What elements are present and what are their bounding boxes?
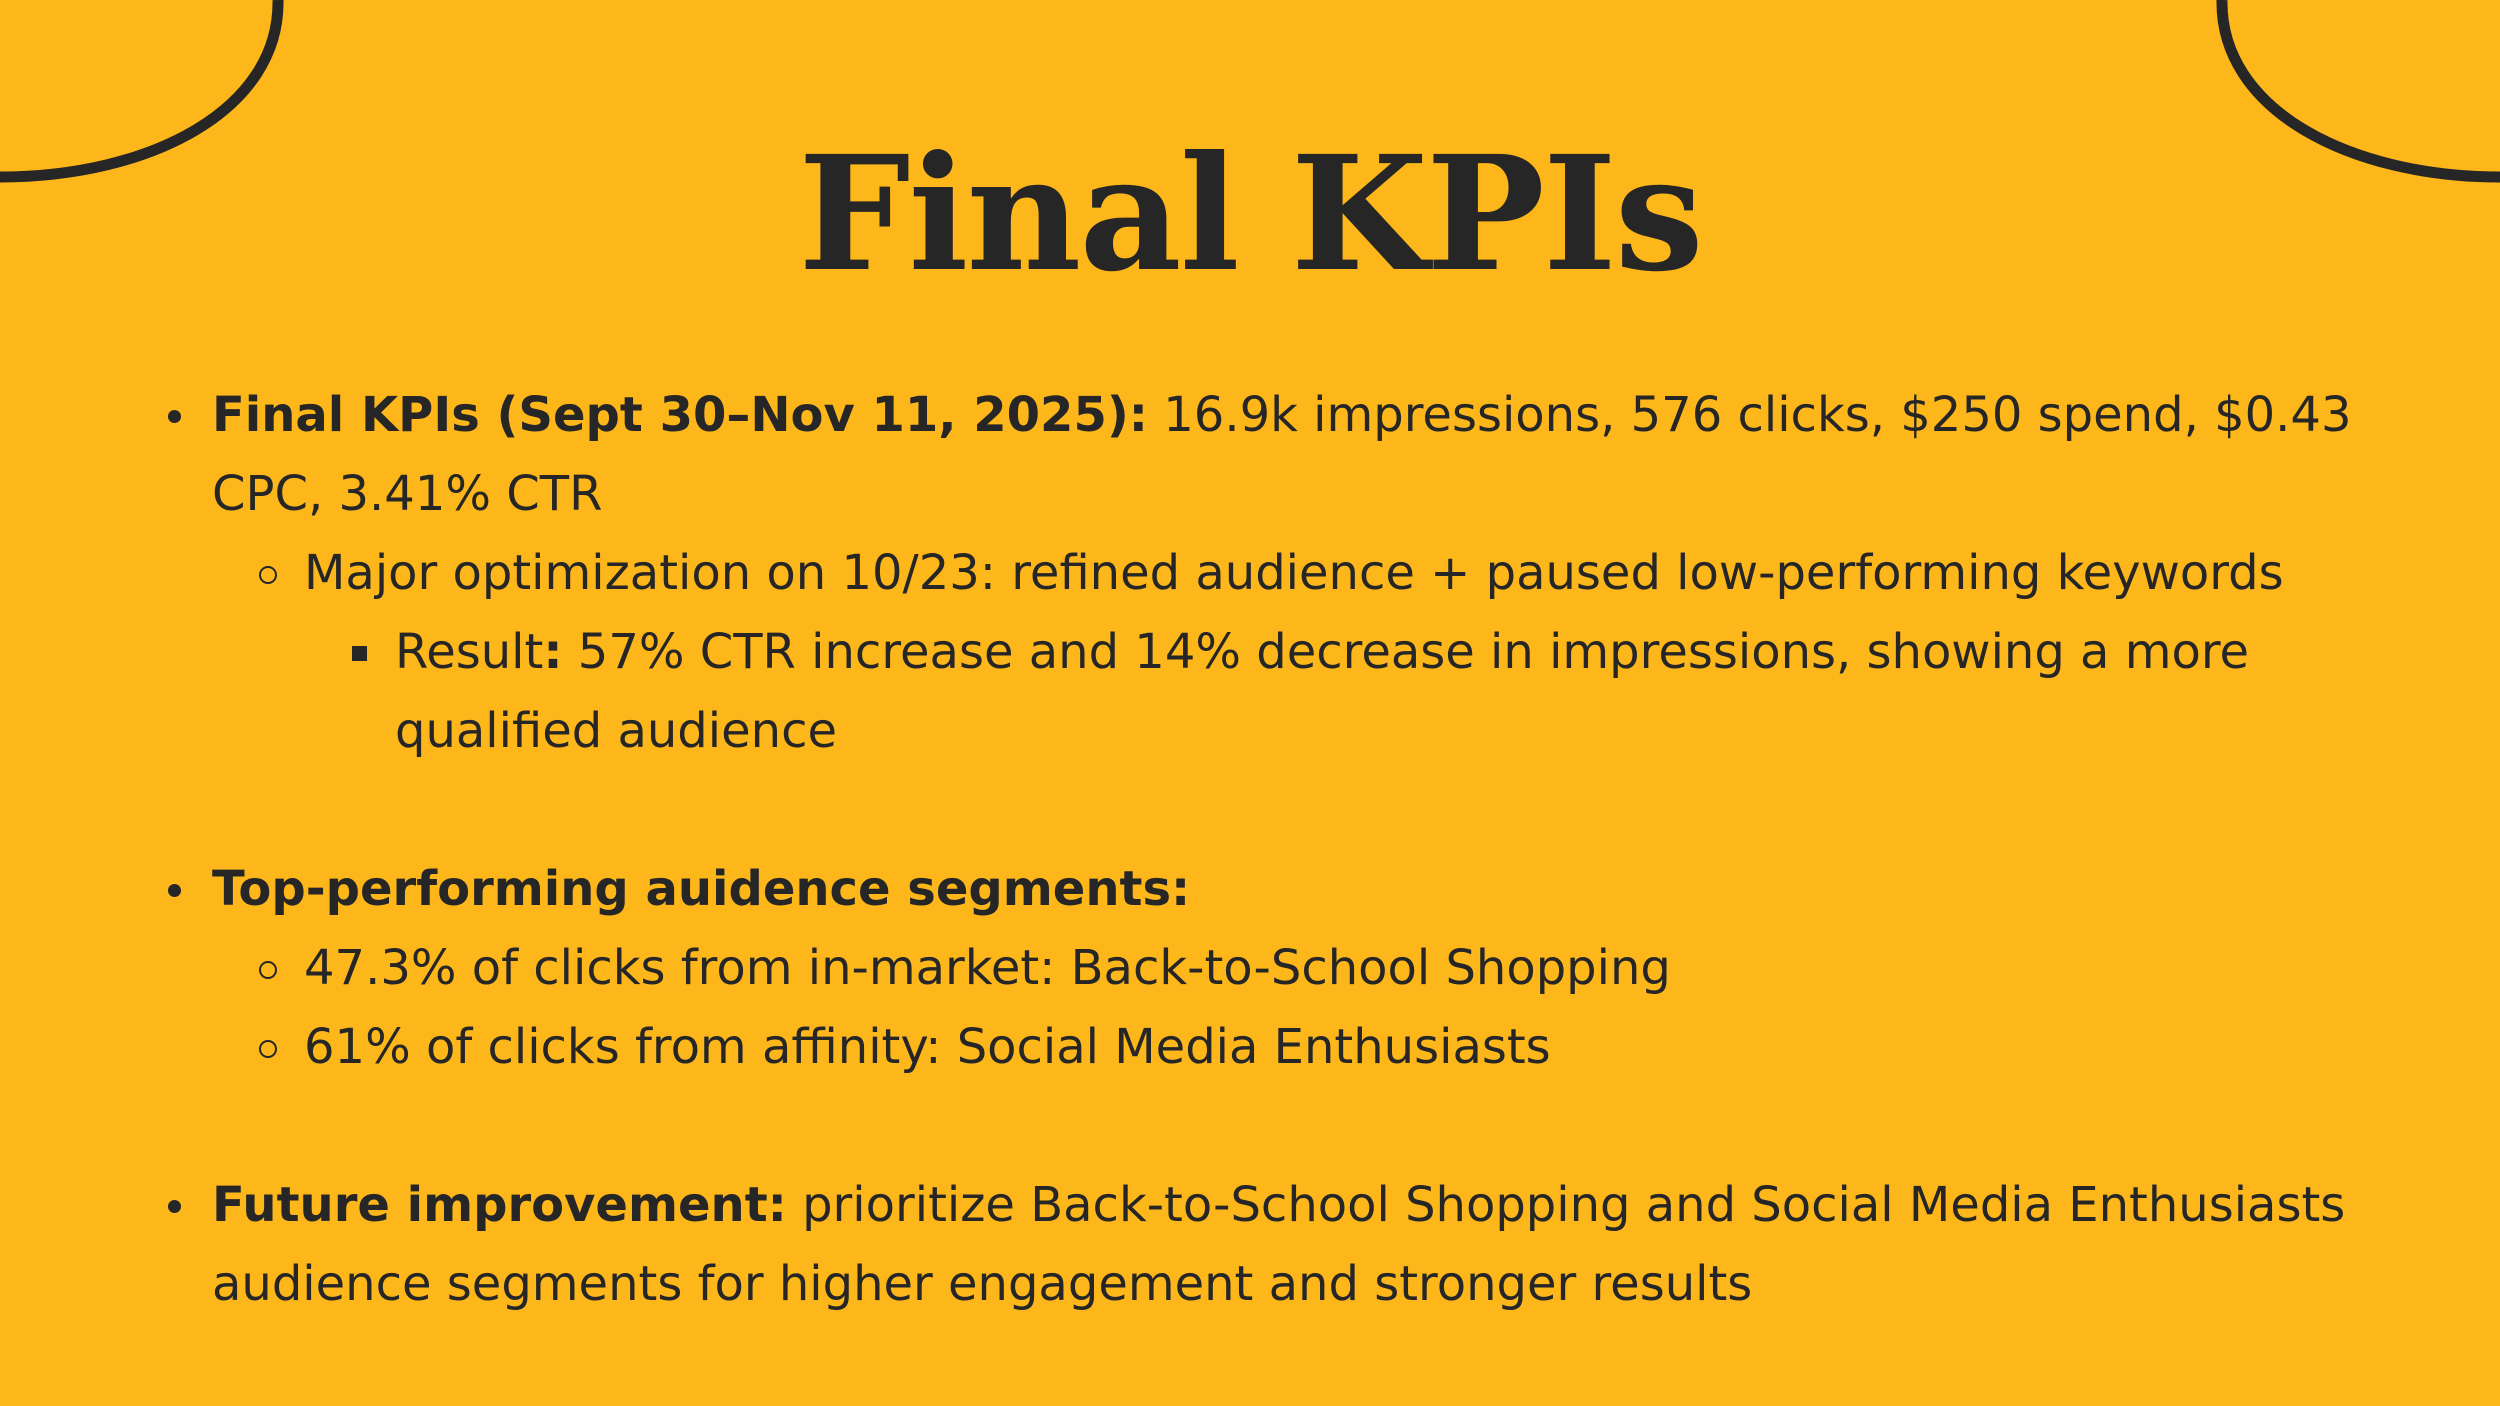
result-text: 57% CTR increase and 14% decrease in imp…: [395, 624, 2250, 759]
bullet-final-kpis: Final KPIs (Sept 30–Nov 11, 2025): 16.9k…: [0, 376, 2500, 534]
optimization-text: Major optimization on 10/23: refined aud…: [304, 545, 2284, 601]
future-text: prioritize Back-to-School Shopping and S…: [212, 1177, 2346, 1312]
bullet-list: Final KPIs (Sept 30–Nov 11, 2025): 16.9k…: [0, 376, 2500, 1324]
top-left-arc-decoration: [0, 0, 284, 183]
bullet-dot-icon: [168, 410, 181, 423]
bullet-dot-icon: [168, 1200, 181, 1213]
bullet-ring-icon: [259, 961, 277, 979]
kpis-label: Final KPIs (Sept 30–Nov 11, 2025):: [212, 387, 1148, 443]
slide-title: Final KPIs: [798, 122, 1703, 307]
segments-label: Top-performing auidence segments:: [212, 861, 1191, 917]
sub-sub-bullet-result: Result: 57% CTR increase and 14% decreas…: [0, 613, 2500, 771]
kpis-text: 16.9k impressions, 576 clicks, $250 spen…: [212, 387, 2352, 522]
result-colon: :: [543, 624, 563, 680]
top-right-arc-decoration: [2216, 0, 2500, 183]
bullet-top-segments: Top-performing auidence segments:: [0, 850, 2500, 929]
spacer: [0, 771, 2500, 850]
bullet-ring-icon: [259, 1040, 277, 1058]
sub-bullet-optimization: Major optimization on 10/23: refined aud…: [0, 534, 2500, 613]
sub-bullet-segment-2: 61% of clicks from affinity: Social Medi…: [0, 1008, 2500, 1087]
bullet-square-icon: [352, 646, 367, 661]
spacer: [0, 1087, 2500, 1166]
segment-2-text: 61% of clicks from affinity: Social Medi…: [304, 1019, 1551, 1075]
result-label: Result: [395, 624, 544, 680]
future-label: Future improvement:: [212, 1177, 787, 1233]
bullet-future-improvement: Future improvement: prioritize Back-to-S…: [0, 1166, 2500, 1324]
segment-1-text: 47.3% of clicks from in-market: Back-to-…: [304, 940, 1671, 996]
bullet-ring-icon: [259, 566, 277, 584]
bullet-dot-icon: [168, 884, 181, 897]
sub-bullet-segment-1: 47.3% of clicks from in-market: Back-to-…: [0, 929, 2500, 1008]
